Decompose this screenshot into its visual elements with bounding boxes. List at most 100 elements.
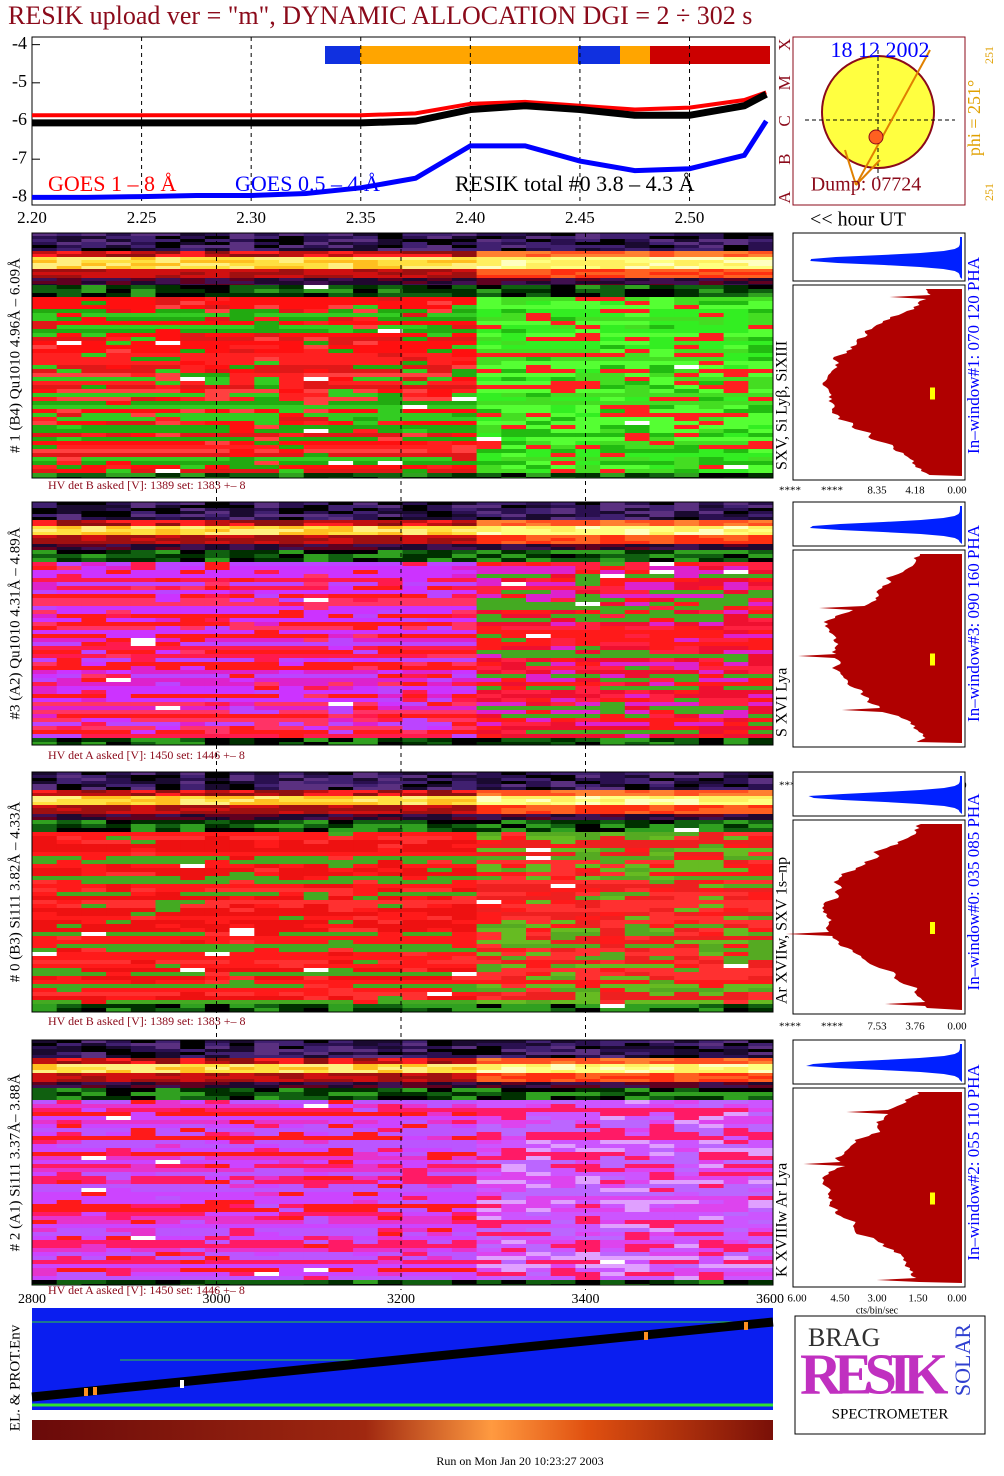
spectrogram-cell	[180, 626, 206, 630]
spectrogram-cell	[254, 381, 280, 385]
spectrogram-cell	[229, 722, 255, 726]
spectrogram-cell	[501, 630, 527, 634]
spectrogram-cell	[254, 710, 280, 714]
spectrogram-cell	[451, 574, 478, 578]
spectrogram-cell	[180, 710, 206, 714]
spectrum-strip-cell	[180, 772, 206, 775]
spectrum-strip-cell	[303, 517, 329, 520]
spectrogram-cell	[377, 642, 403, 646]
spectrogram-cell	[723, 329, 749, 333]
spectrum-strip-cell	[575, 245, 601, 248]
spectrogram-cell	[106, 840, 132, 844]
spectrogram-cell	[427, 550, 453, 554]
spectrogram-cell	[279, 876, 305, 880]
spectrum-strip-cell	[377, 275, 403, 278]
spectrum-strip-cell	[328, 784, 354, 787]
spectrogram-cell	[303, 441, 329, 445]
spectrum-strip-cell	[427, 505, 453, 508]
spectrogram-cell	[328, 381, 354, 385]
spectrum-strip-cell	[600, 808, 626, 811]
spectrogram-cell	[624, 377, 650, 381]
spectrum-strip-cell	[155, 260, 181, 263]
spectrum-strip-cell	[328, 817, 354, 820]
spectrogram-cell	[402, 626, 428, 630]
spectrum-strip-cell	[279, 778, 305, 781]
spectrogram-cell	[476, 824, 502, 828]
spectrogram-cell	[130, 852, 156, 856]
spectrogram-cell	[501, 860, 527, 864]
spectrum-strip-cell	[451, 529, 478, 532]
spectrogram-cell	[303, 397, 329, 401]
spectrogram-cell	[32, 614, 58, 618]
spectrogram-cell	[501, 848, 527, 852]
spectrum-strip-cell	[402, 814, 428, 817]
spectrogram-cell	[476, 554, 502, 558]
spectrogram-cell	[550, 662, 576, 666]
spectrum-strip-cell	[204, 257, 231, 260]
spectrum-strip-cell	[81, 808, 107, 811]
spectrogram-cell	[624, 385, 650, 389]
spectrogram-cell	[550, 405, 576, 409]
spectrogram-cell	[575, 726, 601, 730]
spectrogram-cell	[155, 626, 181, 630]
spectrogram-cell	[81, 690, 107, 694]
spectrogram-cell	[600, 449, 626, 453]
spectrogram-cell	[674, 856, 700, 860]
spectrogram-cell	[526, 369, 552, 373]
spectrogram-cell	[649, 722, 675, 726]
spectrum-strip-cell	[526, 781, 552, 784]
spectrogram-cell	[377, 634, 403, 638]
spectrum-strip-cell	[254, 511, 280, 514]
spectrogram-cell	[600, 437, 626, 441]
spectrogram-cell	[204, 618, 231, 622]
spectrum-strip-cell	[353, 502, 379, 505]
spectrum-strip-cell	[748, 251, 774, 254]
spectrogram-cell	[303, 562, 329, 566]
spectrogram-cell	[155, 437, 181, 441]
spectrogram-cell	[550, 860, 576, 864]
spectrogram-cell	[575, 710, 601, 714]
spectrogram-cell	[328, 694, 354, 698]
spectrogram-cell	[106, 718, 132, 722]
spectrogram-cell	[204, 361, 231, 365]
spectrogram-cell	[279, 309, 305, 313]
spectrum-strip-cell	[254, 523, 280, 526]
spectrogram-cell	[328, 417, 354, 421]
spectrum-strip-cell	[130, 547, 156, 550]
spectrogram-cell	[698, 840, 725, 844]
spectrum-strip-cell	[624, 275, 650, 278]
spectrogram-cell	[155, 872, 181, 876]
spectrum-strip-cell	[550, 242, 576, 245]
spectrum-strip-cell	[451, 799, 478, 802]
spectrogram-cell	[600, 473, 626, 477]
spectrogram-cell	[501, 828, 527, 832]
spectrum-strip-cell	[377, 245, 403, 248]
spectrogram-cell	[180, 554, 206, 558]
spectrogram-cell	[649, 694, 675, 698]
spectrogram-cell	[451, 706, 478, 710]
spectrogram-cell	[353, 309, 379, 313]
spectrogram-cell	[155, 373, 181, 377]
spectrogram-cell	[600, 864, 626, 868]
spectrum-strip-cell	[180, 793, 206, 796]
spectrogram-cell	[526, 582, 552, 586]
spectrum-strip-cell	[575, 796, 601, 799]
spectrum-strip-cell	[130, 511, 156, 514]
spectrogram-cell	[353, 401, 379, 405]
spectrogram-cell	[377, 658, 403, 662]
spectrogram-cell	[748, 856, 774, 860]
spectrum-strip-cell	[476, 278, 502, 281]
spectrogram-cell	[106, 353, 132, 357]
spectrogram-cell	[600, 361, 626, 365]
spectrum-strip-cell	[303, 778, 329, 781]
spectrogram-cell	[476, 389, 502, 393]
spectrogram-cell	[526, 349, 552, 353]
spectrum-strip-cell	[550, 275, 576, 278]
spectrum-strip-cell	[254, 535, 280, 538]
spectrum-strip-cell	[427, 802, 453, 805]
spectrum-strip-cell	[130, 781, 156, 784]
spectrogram-cell	[698, 373, 725, 377]
spectrogram-cell	[279, 429, 305, 433]
spectrum-strip-cell	[106, 505, 132, 508]
spectrogram-cell	[106, 876, 132, 880]
